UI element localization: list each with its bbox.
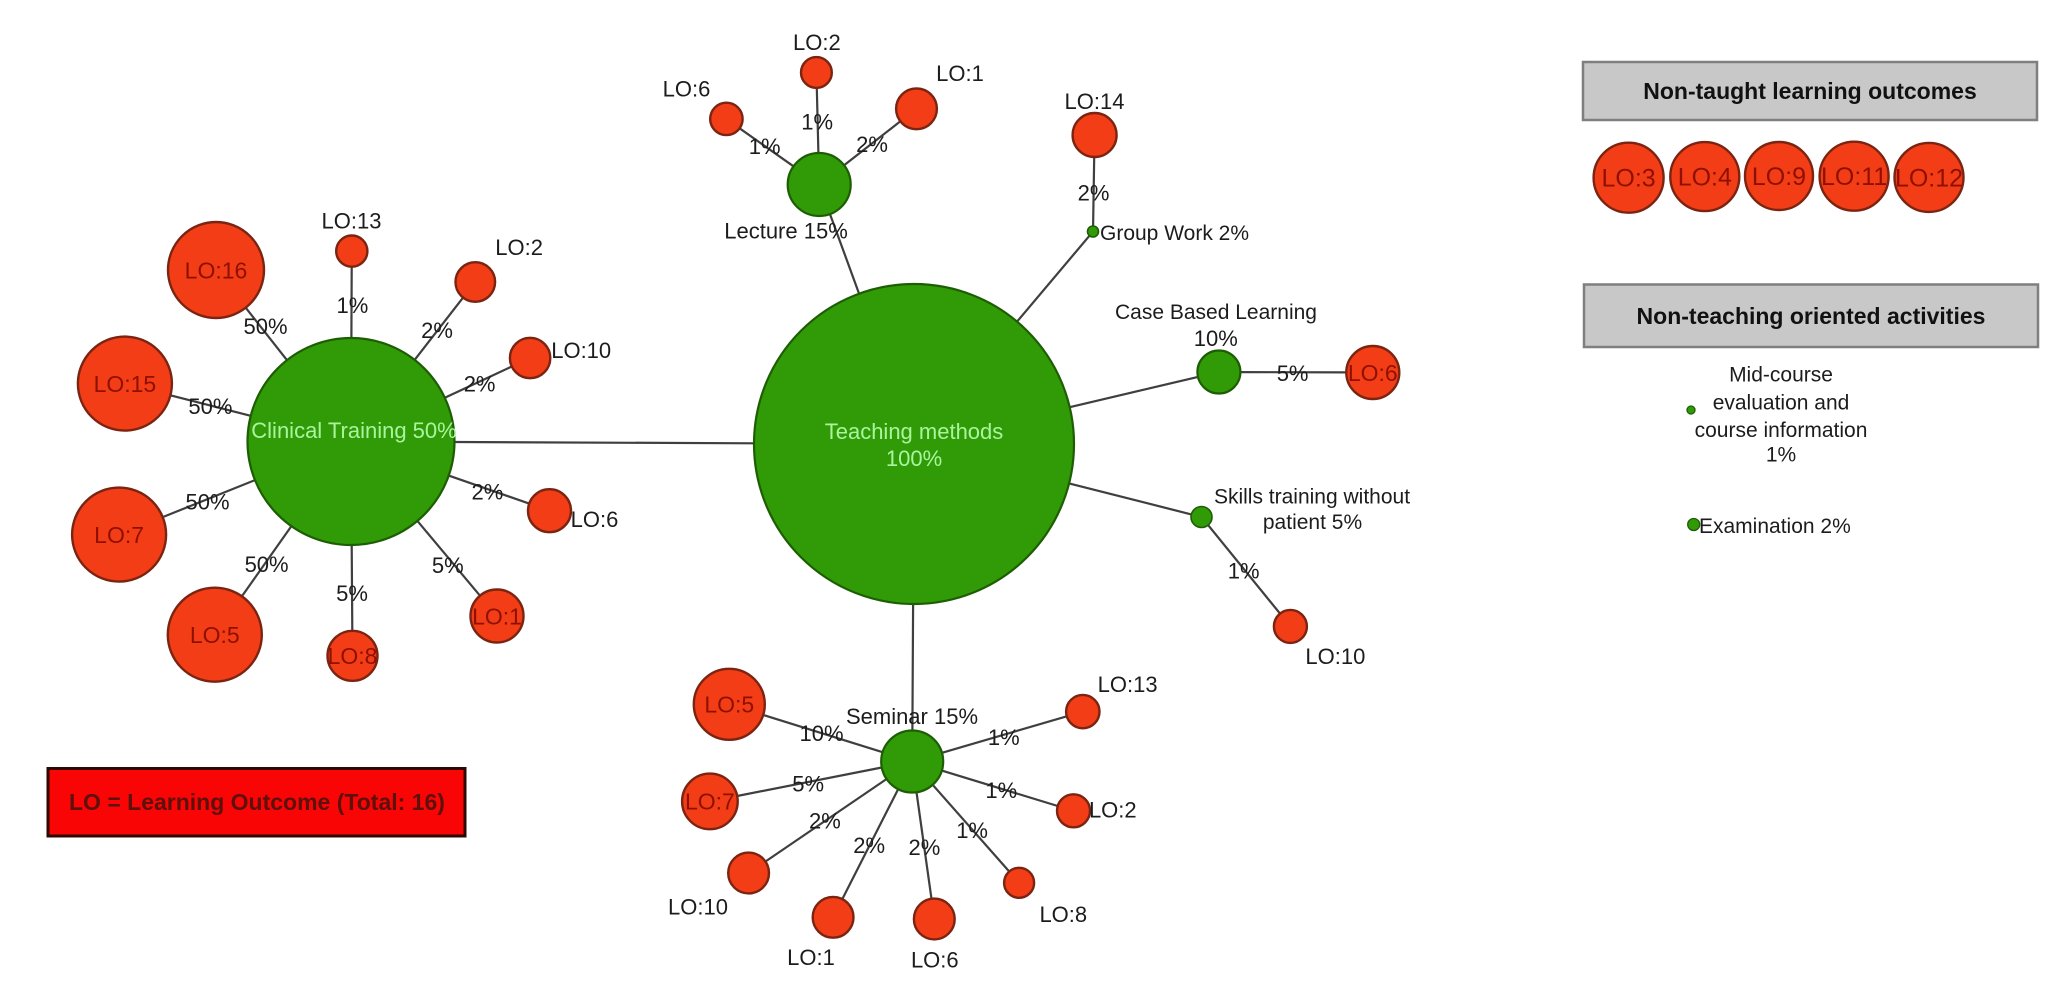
svg-text:LO:8: LO:8 xyxy=(328,643,378,669)
svg-text:LO:6: LO:6 xyxy=(571,507,619,532)
svg-text:LO:11: LO:11 xyxy=(1821,163,1887,191)
svg-text:LO:10: LO:10 xyxy=(1305,644,1365,669)
svg-text:50%: 50% xyxy=(185,490,229,515)
svg-text:10%: 10% xyxy=(799,721,843,746)
svg-text:LO:8: LO:8 xyxy=(1039,902,1087,927)
svg-text:Non-teaching oriented activiti: Non-teaching oriented activities xyxy=(1637,303,1986,329)
svg-text:1%: 1% xyxy=(1228,559,1260,584)
svg-text:50%: 50% xyxy=(243,314,287,339)
svg-text:Lecture 15%: Lecture 15% xyxy=(724,219,848,244)
svg-text:LO:6: LO:6 xyxy=(911,948,959,973)
svg-text:LO:1: LO:1 xyxy=(936,61,984,86)
svg-text:2%: 2% xyxy=(1078,181,1110,206)
svg-text:Group Work 2%: Group Work 2% xyxy=(1100,222,1249,245)
svg-text:Mid-course: Mid-course xyxy=(1729,364,1833,387)
svg-text:LO:5: LO:5 xyxy=(190,622,240,648)
svg-text:2%: 2% xyxy=(809,809,841,834)
svg-text:5%: 5% xyxy=(432,553,464,578)
svg-text:LO:6: LO:6 xyxy=(1348,360,1398,386)
svg-text:LO:10: LO:10 xyxy=(668,895,728,920)
svg-text:LO:7: LO:7 xyxy=(685,789,735,815)
svg-text:2%: 2% xyxy=(421,318,453,343)
svg-text:1%: 1% xyxy=(985,778,1017,803)
svg-text:LO:6: LO:6 xyxy=(663,77,711,102)
svg-text:LO:13: LO:13 xyxy=(1098,672,1158,697)
svg-text:Skills training without: Skills training without xyxy=(1214,486,1410,509)
svg-text:Case Based Learning: Case Based Learning xyxy=(1115,301,1317,324)
svg-text:LO:3: LO:3 xyxy=(1601,165,1655,193)
svg-text:course information: course information xyxy=(1695,419,1868,442)
svg-text:LO:9: LO:9 xyxy=(1752,163,1806,191)
svg-text:LO:10: LO:10 xyxy=(551,338,611,363)
svg-text:Clinical Training 50%: Clinical Training 50% xyxy=(251,418,456,443)
svg-text:Teaching methods: Teaching methods xyxy=(825,419,1004,444)
svg-text:patient 5%: patient 5% xyxy=(1263,511,1362,534)
svg-text:10%: 10% xyxy=(1194,326,1238,351)
svg-text:LO:7: LO:7 xyxy=(94,522,144,548)
svg-text:2%: 2% xyxy=(909,835,941,860)
svg-text:LO:15: LO:15 xyxy=(94,371,157,397)
svg-text:1%: 1% xyxy=(956,818,988,843)
svg-text:LO:4: LO:4 xyxy=(1678,164,1732,192)
svg-text:5%: 5% xyxy=(336,581,368,606)
svg-text:LO:14: LO:14 xyxy=(1065,89,1125,114)
svg-text:evaluation and: evaluation and xyxy=(1713,391,1850,414)
svg-text:1%: 1% xyxy=(1766,444,1796,467)
svg-text:1%: 1% xyxy=(337,293,369,318)
svg-text:LO:2: LO:2 xyxy=(793,30,841,55)
svg-text:2%: 2% xyxy=(464,372,496,397)
svg-text:LO:2: LO:2 xyxy=(495,235,543,260)
svg-text:2%: 2% xyxy=(856,132,888,157)
svg-text:LO:2: LO:2 xyxy=(1089,798,1137,823)
svg-text:50%: 50% xyxy=(245,552,289,577)
svg-text:LO:5: LO:5 xyxy=(704,692,754,718)
svg-text:LO:1: LO:1 xyxy=(787,945,835,970)
svg-text:LO = Learning Outcome (Total:: LO = Learning Outcome (Total: 16) xyxy=(69,789,445,815)
svg-text:Seminar 15%: Seminar 15% xyxy=(846,704,978,729)
svg-text:LO:16: LO:16 xyxy=(185,257,248,283)
svg-text:LO:1: LO:1 xyxy=(472,603,522,629)
svg-text:2%: 2% xyxy=(853,833,885,858)
svg-text:1%: 1% xyxy=(749,134,781,159)
svg-text:1%: 1% xyxy=(988,725,1020,750)
svg-text:100%: 100% xyxy=(886,446,942,471)
svg-text:LO:13: LO:13 xyxy=(322,209,382,234)
svg-text:5%: 5% xyxy=(1277,361,1309,386)
svg-text:50%: 50% xyxy=(188,394,232,419)
svg-text:1%: 1% xyxy=(801,110,833,135)
svg-text:2%: 2% xyxy=(472,480,504,505)
svg-text:5%: 5% xyxy=(792,772,824,797)
svg-text:LO:12: LO:12 xyxy=(1895,164,1963,192)
svg-text:Non-taught learning outcomes: Non-taught learning outcomes xyxy=(1643,78,1977,104)
svg-text:Examination 2%: Examination 2% xyxy=(1699,515,1851,538)
